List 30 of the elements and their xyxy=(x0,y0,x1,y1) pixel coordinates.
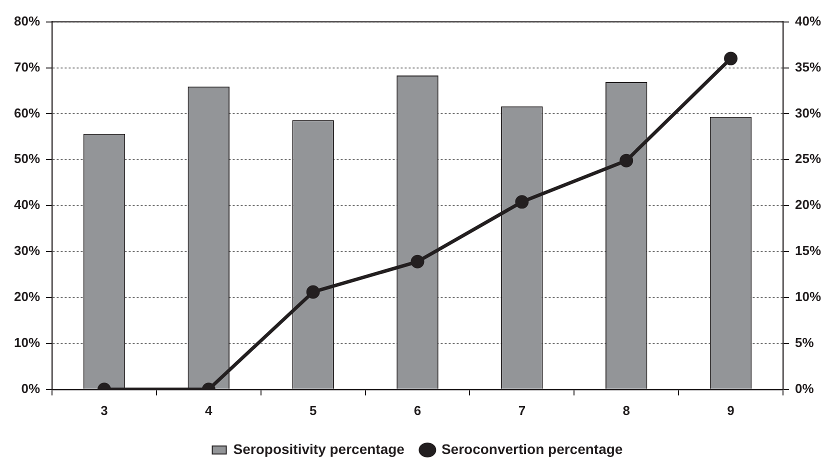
y-tick-label: 10% xyxy=(14,335,40,350)
x-tick-label: 3 xyxy=(100,402,108,418)
y2-tick-label: 10% xyxy=(794,289,822,304)
x-tick-label: 6 xyxy=(414,402,422,418)
x-tick-label: 8 xyxy=(622,402,630,418)
y2-tick-label: 15% xyxy=(794,243,822,258)
y2-tick-label: 30% xyxy=(794,105,822,120)
y-tick-label: 30% xyxy=(14,243,40,258)
y2-tick-label: 20% xyxy=(794,197,822,212)
point xyxy=(620,154,634,168)
y2-tick-label: 5% xyxy=(794,335,814,350)
y2-tick-label: 35% xyxy=(794,59,822,74)
y-tick-label: 60% xyxy=(14,105,40,120)
legend-label: Seropositivity percentage xyxy=(233,440,405,457)
x-tick-label: 5 xyxy=(309,402,317,418)
y2-tick-label: 25% xyxy=(794,151,822,166)
point xyxy=(515,195,529,209)
y-tick-label: 0% xyxy=(21,380,40,396)
y2-tick-label: 0% xyxy=(794,380,814,396)
y-tick-label: 20% xyxy=(14,289,40,304)
y2-tick-label: 40% xyxy=(794,13,822,28)
x-tick-label: 9 xyxy=(727,402,734,418)
y-tick-label: 40% xyxy=(14,197,40,212)
point xyxy=(410,254,424,268)
y-tick-label: 50% xyxy=(14,151,40,166)
y-tick-label: 70% xyxy=(14,59,40,74)
y-tick-label: 80% xyxy=(14,13,40,28)
legend-label: Seroconvertion percentage xyxy=(441,440,623,457)
x-tick-label: 7 xyxy=(518,402,526,418)
x-tick-label: 4 xyxy=(205,402,214,418)
